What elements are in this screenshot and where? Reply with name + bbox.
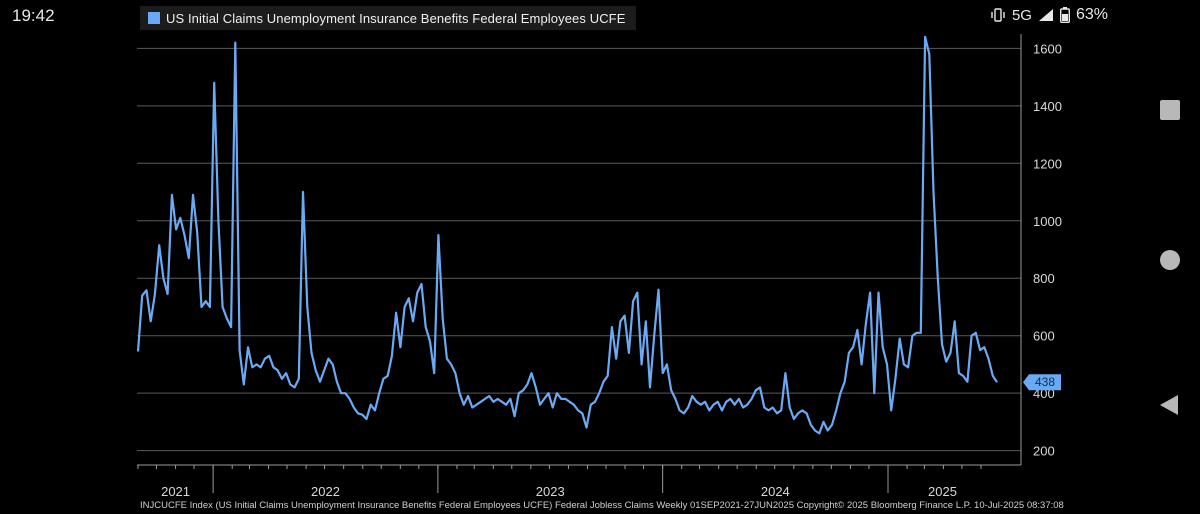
chart-footer: INJCUCFE Index (US Initial Claims Unempl… <box>140 500 1064 511</box>
battery-icon <box>1059 7 1070 23</box>
y-tick-label: 800 <box>1033 271 1055 286</box>
y-tick-label: 1600 <box>1033 41 1062 56</box>
y-tick-label: 600 <box>1033 329 1055 344</box>
network-type: 5G <box>1011 6 1032 24</box>
home-button[interactable] <box>1160 250 1180 270</box>
legend-label: US Initial Claims Unemployment Insurance… <box>166 10 626 26</box>
x-tick-label: 2022 <box>311 484 340 499</box>
android-nav-bar <box>1150 90 1190 430</box>
last-value-tag: 438 <box>1023 374 1061 391</box>
y-tick-label: 1000 <box>1033 214 1062 229</box>
x-tick-label: 2025 <box>928 484 957 499</box>
x-tick-label: 2024 <box>761 484 790 499</box>
signal-icon <box>1038 9 1053 21</box>
chart-series <box>136 35 998 435</box>
vibrate-icon <box>991 8 1005 22</box>
y-tick-label: 200 <box>1033 444 1055 459</box>
status-bar: 19:42 5G 63% <box>0 0 1200 34</box>
last-value-label: 438 <box>1035 375 1055 389</box>
y-tick-label: 1200 <box>1033 156 1062 171</box>
series-line <box>136 35 998 435</box>
back-button[interactable] <box>1160 395 1178 415</box>
battery-percent: 63% <box>1075 6 1108 23</box>
chart-overlay: 438 <box>1023 374 1061 391</box>
y-tick-label: 1400 <box>1033 99 1062 114</box>
chart-legend: US Initial Claims Unemployment Insurance… <box>140 6 636 30</box>
status-icons: 5G 63% <box>990 6 1108 24</box>
last-value-tag-bg <box>1023 374 1061 391</box>
x-tick-label: 2021 <box>161 484 190 499</box>
x-tick-label: 2023 <box>536 484 565 499</box>
recents-button[interactable] <box>1160 100 1180 120</box>
legend-swatch <box>148 12 160 24</box>
status-time: 19:42 <box>12 6 55 25</box>
